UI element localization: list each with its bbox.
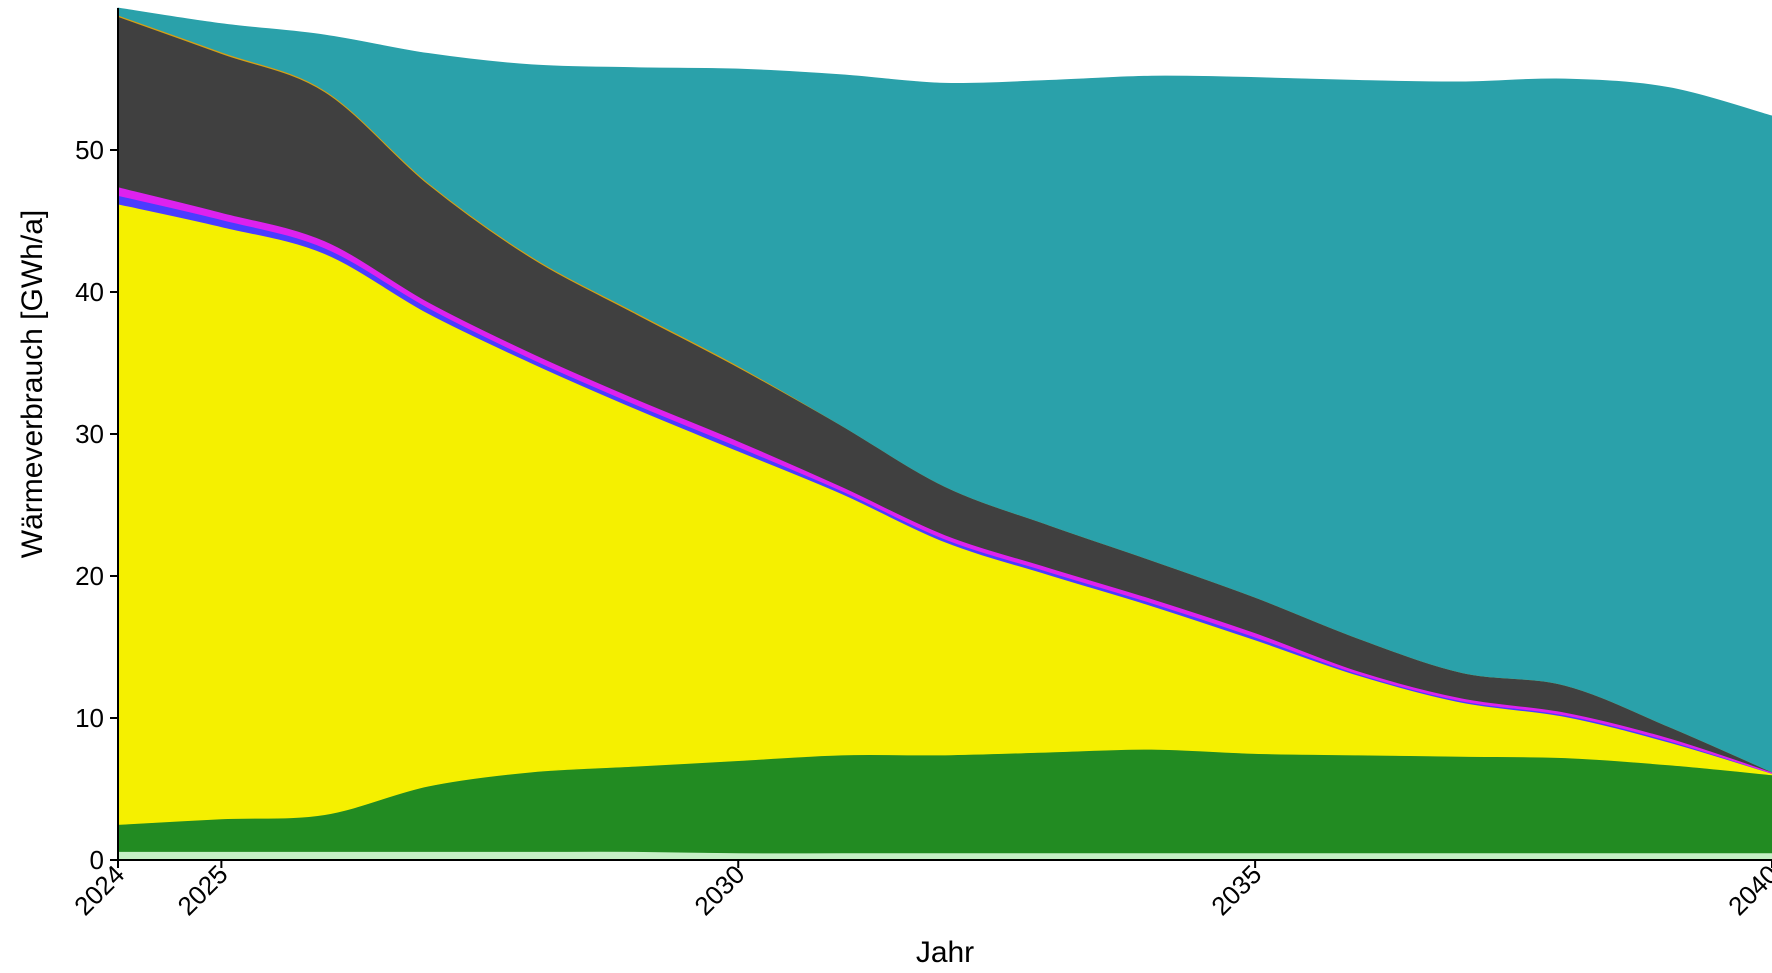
x-tick-label: 2040 — [1722, 859, 1772, 921]
y-tick-label: 30 — [75, 419, 104, 449]
y-tick-label: 50 — [75, 135, 104, 165]
y-tick-label: 40 — [75, 277, 104, 307]
x-axis-title: Jahr — [916, 936, 974, 969]
y-tick-label: 20 — [75, 561, 104, 591]
x-tick-label: 2030 — [688, 859, 750, 921]
x-tick-label: 2024 — [68, 859, 130, 921]
x-tick-label: 2025 — [172, 859, 234, 921]
area-series — [117, 7, 1772, 861]
y-tick-label: 0 — [90, 845, 104, 875]
y-axis-title: Wärmeverbrauch [GWh/a] — [16, 210, 49, 558]
x-tick-label: 2035 — [1205, 859, 1267, 921]
y-tick-label: 10 — [75, 703, 104, 733]
